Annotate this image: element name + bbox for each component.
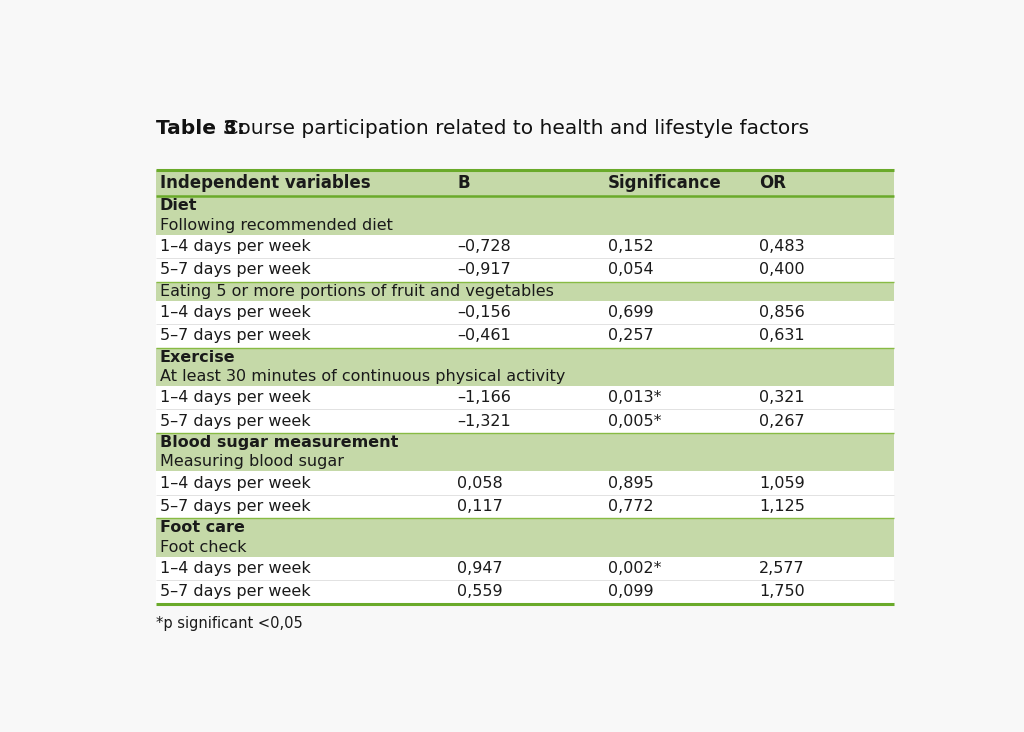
- Bar: [156, 324, 894, 348]
- Bar: [156, 580, 894, 604]
- Text: 0,947: 0,947: [458, 561, 503, 576]
- Text: Following recommended diet: Following recommended diet: [160, 217, 392, 233]
- Text: 1,059: 1,059: [759, 476, 805, 490]
- Bar: [156, 170, 894, 196]
- Text: Independent variables: Independent variables: [160, 174, 371, 192]
- Bar: [156, 556, 894, 580]
- Bar: [156, 518, 894, 537]
- Text: Exercise: Exercise: [160, 350, 236, 365]
- Text: 0,559: 0,559: [458, 584, 503, 600]
- Text: B: B: [458, 174, 470, 192]
- Text: 0,099: 0,099: [608, 584, 653, 600]
- Text: –1,321: –1,321: [458, 414, 511, 429]
- Text: 5–7 days per week: 5–7 days per week: [160, 499, 310, 514]
- Bar: [156, 215, 894, 235]
- Text: 1–4 days per week: 1–4 days per week: [160, 390, 310, 406]
- Text: 1–4 days per week: 1–4 days per week: [160, 239, 310, 254]
- Text: Diet: Diet: [160, 198, 198, 213]
- Text: 5–7 days per week: 5–7 days per week: [160, 584, 310, 600]
- Text: 1–4 days per week: 1–4 days per week: [160, 476, 310, 490]
- Bar: [156, 301, 894, 324]
- Text: Blood sugar measurement: Blood sugar measurement: [160, 435, 398, 450]
- Text: *p significant <0,05: *p significant <0,05: [156, 616, 302, 631]
- Bar: [156, 282, 894, 301]
- Text: 1,750: 1,750: [759, 584, 805, 600]
- Bar: [156, 471, 894, 495]
- Text: –1,166: –1,166: [458, 390, 511, 406]
- Text: 0,005*: 0,005*: [608, 414, 662, 429]
- Bar: [156, 348, 894, 367]
- Text: OR: OR: [759, 174, 785, 192]
- Text: –0,917: –0,917: [458, 262, 511, 277]
- Text: 5–7 days per week: 5–7 days per week: [160, 414, 310, 429]
- Bar: [156, 235, 894, 258]
- Text: 0,117: 0,117: [458, 499, 503, 514]
- Text: Foot care: Foot care: [160, 520, 245, 535]
- Text: 0,483: 0,483: [759, 239, 805, 254]
- Bar: [156, 367, 894, 386]
- Text: 1–4 days per week: 1–4 days per week: [160, 305, 310, 320]
- Bar: [156, 258, 894, 282]
- Text: 0,152: 0,152: [608, 239, 654, 254]
- Text: 0,856: 0,856: [759, 305, 805, 320]
- Text: 0,058: 0,058: [458, 476, 503, 490]
- Text: Course participation related to health and lifestyle factors: Course participation related to health a…: [218, 119, 809, 138]
- Text: 1–4 days per week: 1–4 days per week: [160, 561, 310, 576]
- Bar: [156, 537, 894, 556]
- Text: 0,321: 0,321: [759, 390, 805, 406]
- Text: Foot check: Foot check: [160, 539, 246, 555]
- Text: 0,054: 0,054: [608, 262, 653, 277]
- Text: 0,013*: 0,013*: [608, 390, 662, 406]
- Text: Eating 5 or more portions of fruit and vegetables: Eating 5 or more portions of fruit and v…: [160, 283, 554, 299]
- Text: 0,400: 0,400: [759, 262, 805, 277]
- Text: 0,699: 0,699: [608, 305, 653, 320]
- Bar: [156, 495, 894, 518]
- Text: –0,461: –0,461: [458, 329, 511, 343]
- Text: 2,577: 2,577: [759, 561, 805, 576]
- Bar: [156, 433, 894, 452]
- Text: Table 3:: Table 3:: [156, 119, 245, 138]
- Text: Measuring blood sugar: Measuring blood sugar: [160, 455, 344, 469]
- Text: –0,156: –0,156: [458, 305, 511, 320]
- Text: Significance: Significance: [608, 174, 722, 192]
- Bar: [156, 386, 894, 409]
- Text: –0,728: –0,728: [458, 239, 511, 254]
- Bar: [156, 409, 894, 433]
- Text: At least 30 minutes of continuous physical activity: At least 30 minutes of continuous physic…: [160, 369, 565, 384]
- Text: 0,002*: 0,002*: [608, 561, 662, 576]
- Text: 0,772: 0,772: [608, 499, 653, 514]
- Text: 0,895: 0,895: [608, 476, 654, 490]
- Text: 0,267: 0,267: [759, 414, 805, 429]
- Bar: [156, 452, 894, 471]
- Text: 0,257: 0,257: [608, 329, 653, 343]
- Text: 0,631: 0,631: [759, 329, 805, 343]
- Text: 1,125: 1,125: [759, 499, 805, 514]
- Text: 5–7 days per week: 5–7 days per week: [160, 262, 310, 277]
- Text: 5–7 days per week: 5–7 days per week: [160, 329, 310, 343]
- Bar: [156, 196, 894, 215]
